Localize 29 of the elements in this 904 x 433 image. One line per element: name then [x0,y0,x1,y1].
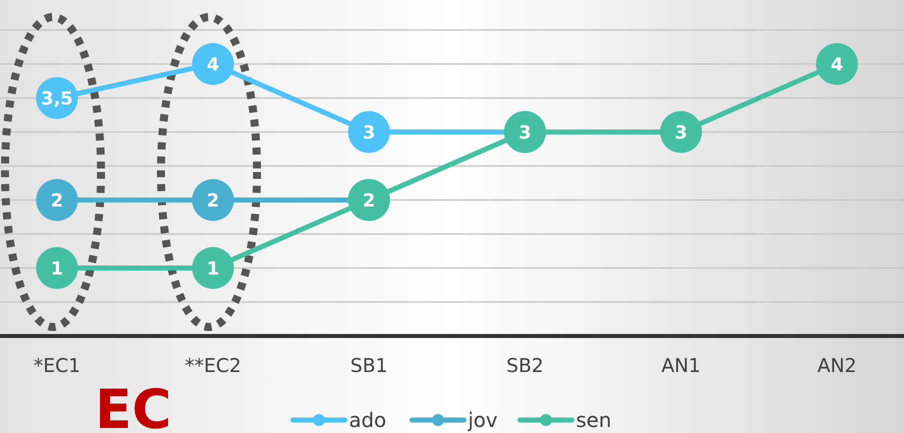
point [36,247,78,289]
data-label: 2 [362,190,376,212]
data-label: 1 [206,258,220,280]
point [816,43,858,85]
data-label: 2 [206,190,220,212]
data-label: 1 [50,258,64,280]
legend-label: sen [576,408,612,432]
x-tick-label: **EC2 [184,355,242,377]
legend-label: ado [349,408,386,432]
x-tick-label: AN1 [661,355,701,377]
text: EC [95,378,172,433]
data-label: 4 [206,54,220,76]
data-label: 3 [362,122,376,144]
point [36,179,78,221]
data-label: 2 [50,190,64,212]
data-label: 3 [674,122,688,144]
x-tick-label: SB2 [506,355,544,377]
data-label: 3 [518,122,532,144]
data-label: 4 [830,54,844,76]
point [348,111,390,153]
x-tick-label: *EC1 [34,355,80,377]
point [660,111,702,153]
x-tick-label: AN2 [817,355,857,377]
point [192,43,234,85]
point [192,179,234,221]
data-label: 3,5 [41,88,73,110]
legend-label: jov [467,408,498,432]
x-tick-label: SB1 [350,355,388,377]
point [192,247,234,289]
